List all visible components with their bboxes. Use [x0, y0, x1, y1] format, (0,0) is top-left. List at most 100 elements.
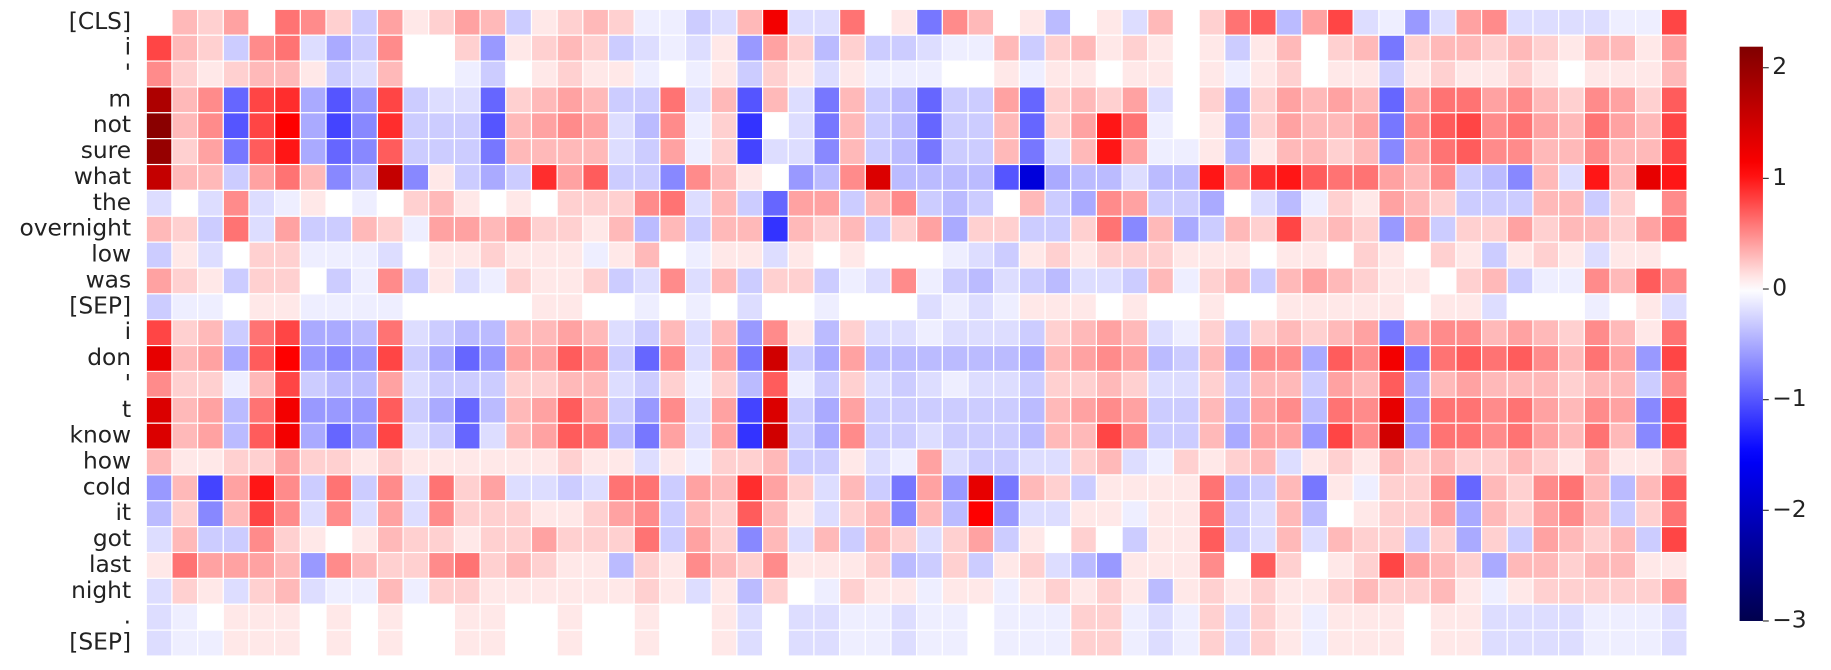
cell — [1506, 189, 1534, 217]
cell — [607, 345, 635, 373]
cell — [145, 474, 173, 502]
cell — [299, 345, 327, 373]
cell — [402, 241, 430, 269]
cell — [197, 603, 224, 631]
cell — [530, 603, 558, 631]
cell — [402, 86, 430, 114]
cell — [197, 86, 224, 114]
cell — [787, 241, 815, 269]
cell — [376, 603, 404, 631]
cell — [171, 629, 199, 657]
cell — [351, 500, 378, 528]
cell — [967, 526, 995, 554]
cell — [864, 293, 892, 321]
cell — [530, 241, 558, 269]
cell — [916, 474, 943, 502]
row-label: [SEP] — [69, 628, 131, 656]
cell — [1301, 551, 1329, 579]
cell — [1249, 603, 1277, 631]
cell — [762, 577, 789, 605]
cell — [530, 112, 558, 140]
cell — [1301, 577, 1329, 605]
cell — [197, 526, 224, 554]
cell — [197, 267, 224, 295]
cell — [530, 551, 558, 579]
row-label: it — [115, 498, 131, 526]
cell — [659, 86, 687, 114]
cell — [1198, 396, 1226, 424]
cell — [1044, 34, 1072, 62]
cell — [1352, 345, 1380, 373]
cell — [1121, 551, 1149, 579]
cell — [556, 189, 584, 217]
cell — [325, 215, 353, 243]
cell — [222, 86, 250, 114]
cell — [1301, 629, 1329, 657]
cell — [1583, 215, 1611, 243]
cell — [1635, 603, 1662, 631]
cell — [1198, 241, 1226, 269]
cell — [1326, 526, 1354, 554]
cell — [1403, 189, 1431, 217]
cell — [736, 215, 764, 243]
cell — [1044, 189, 1072, 217]
cell — [1198, 448, 1226, 476]
cell — [197, 500, 224, 528]
cell — [1224, 8, 1252, 36]
cell — [325, 370, 353, 398]
cell — [351, 241, 378, 269]
cell — [248, 8, 276, 36]
cell — [916, 603, 943, 631]
cell — [1326, 396, 1354, 424]
cell — [1070, 396, 1098, 424]
cell — [1532, 293, 1560, 321]
cell — [1198, 8, 1226, 36]
cell — [1429, 474, 1457, 502]
cell — [145, 267, 173, 295]
cell — [1481, 551, 1508, 579]
cell — [1352, 112, 1380, 140]
cell — [1018, 500, 1046, 528]
cell — [1326, 448, 1354, 476]
cell — [1275, 34, 1303, 62]
cell — [325, 577, 353, 605]
cell — [376, 86, 404, 114]
cell — [1429, 60, 1457, 88]
cell — [197, 293, 224, 321]
cell — [813, 629, 841, 657]
cell — [1249, 86, 1277, 114]
cell — [428, 422, 456, 450]
cell — [1352, 86, 1380, 114]
cell — [428, 577, 456, 605]
cell — [1095, 86, 1123, 114]
cell — [582, 267, 610, 295]
cell — [1378, 577, 1406, 605]
cell — [684, 345, 712, 373]
cell — [1558, 448, 1585, 476]
cell — [1378, 60, 1406, 88]
cell — [1455, 500, 1483, 528]
cell — [993, 474, 1020, 502]
cell — [1506, 319, 1534, 347]
cell — [967, 370, 995, 398]
cell — [1506, 603, 1534, 631]
cell — [916, 448, 943, 476]
cell — [684, 241, 712, 269]
cell — [607, 215, 635, 243]
cell — [248, 603, 276, 631]
cell — [299, 448, 327, 476]
cell — [607, 448, 635, 476]
cell — [1121, 370, 1149, 398]
cell — [1352, 629, 1380, 657]
cell — [248, 629, 276, 657]
cell — [684, 189, 712, 217]
cell — [787, 396, 815, 424]
cell — [1121, 577, 1149, 605]
cell — [864, 345, 892, 373]
cell — [1172, 500, 1200, 528]
cell — [582, 241, 610, 269]
cell — [325, 267, 353, 295]
cell — [222, 345, 250, 373]
cell — [839, 189, 866, 217]
cell — [916, 526, 943, 554]
